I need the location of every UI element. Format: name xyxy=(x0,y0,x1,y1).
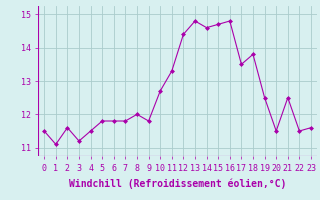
X-axis label: Windchill (Refroidissement éolien,°C): Windchill (Refroidissement éolien,°C) xyxy=(69,178,286,189)
